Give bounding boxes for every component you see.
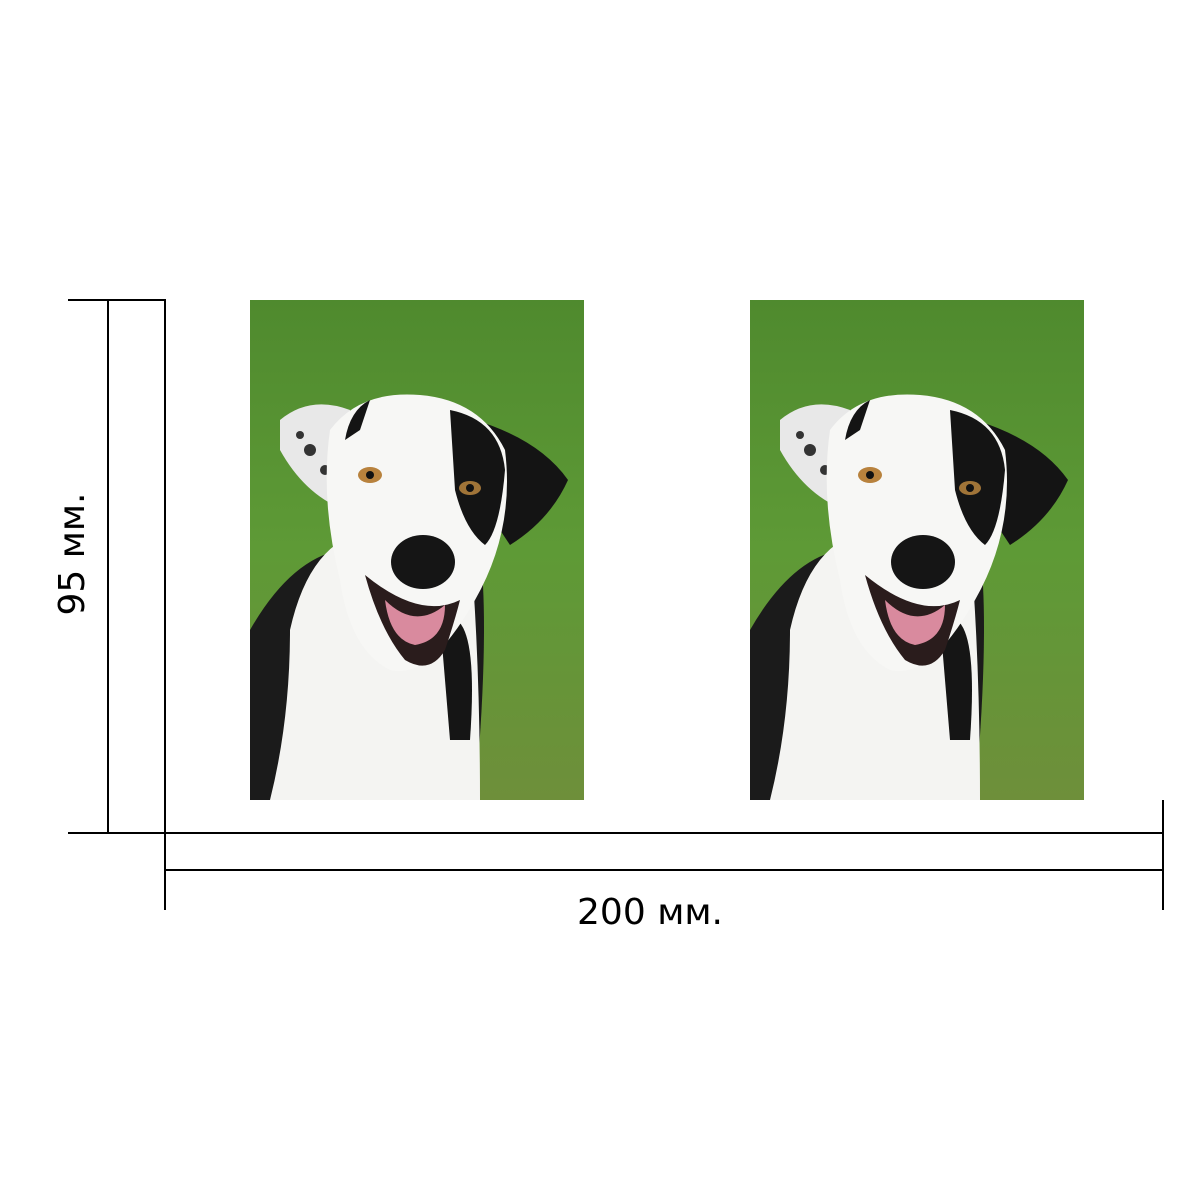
height-dimension: 95 мм. — [52, 299, 166, 834]
width-dimension: 200 мм. — [164, 800, 1164, 933]
width-label: 200 мм. — [577, 892, 723, 933]
product-photo — [750, 300, 1084, 800]
height-label: 95 мм. — [52, 492, 93, 615]
product-photo — [250, 300, 584, 800]
